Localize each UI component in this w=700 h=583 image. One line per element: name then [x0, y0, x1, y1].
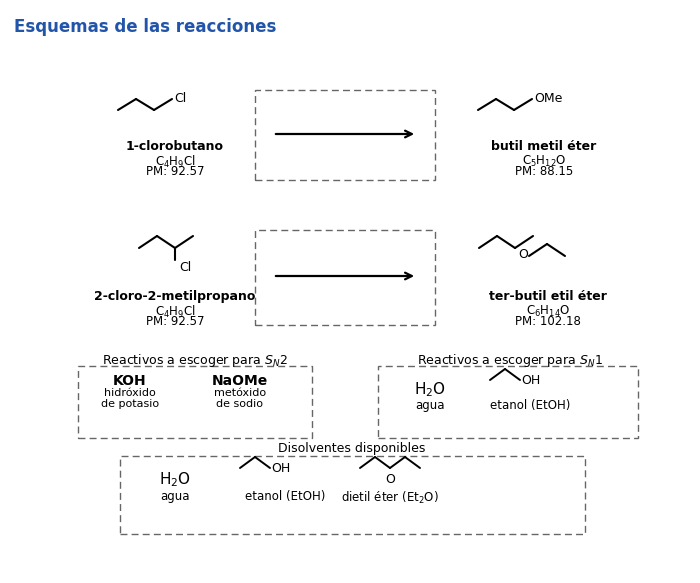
Text: ter-butil etil éter: ter-butil etil éter	[489, 290, 607, 303]
Text: KOH: KOH	[113, 374, 147, 388]
Text: agua: agua	[415, 399, 444, 412]
Text: Reactivos a escoger para $S_N$2: Reactivos a escoger para $S_N$2	[102, 352, 288, 369]
Text: Reactivos a escoger para $S_N$1: Reactivos a escoger para $S_N$1	[417, 352, 603, 369]
Text: de potasio: de potasio	[101, 399, 159, 409]
Bar	[78, 366, 312, 438]
Text: O: O	[518, 248, 528, 262]
Text: NaOMe: NaOMe	[212, 374, 268, 388]
Text: dietil éter (Et$_2$O): dietil éter (Et$_2$O)	[341, 490, 439, 506]
Bar	[255, 90, 435, 180]
Text: 1-clorobutano: 1-clorobutano	[126, 140, 224, 153]
Text: PM: 88.15: PM: 88.15	[515, 165, 573, 178]
Text: PM: 102.18: PM: 102.18	[515, 315, 581, 328]
Bar	[255, 230, 435, 325]
Text: Disolventes disponibles: Disolventes disponibles	[279, 442, 426, 455]
Text: butil metil éter: butil metil éter	[491, 140, 596, 153]
Text: PM: 92.57: PM: 92.57	[146, 315, 204, 328]
Text: C$_4$H$_9$Cl: C$_4$H$_9$Cl	[155, 154, 195, 170]
Text: etanol (EtOH): etanol (EtOH)	[490, 399, 570, 412]
Text: hidróxido: hidróxido	[104, 388, 156, 398]
Text: 2-cloro-2-metilpropano: 2-cloro-2-metilpropano	[94, 290, 256, 303]
Bar	[120, 456, 585, 534]
Text: O: O	[385, 473, 395, 486]
Bar	[378, 366, 638, 438]
Text: C$_5$H$_{12}$O: C$_5$H$_{12}$O	[522, 154, 566, 169]
Text: C$_4$H$_9$Cl: C$_4$H$_9$Cl	[155, 304, 195, 320]
Text: H$_2$O: H$_2$O	[414, 380, 446, 399]
Text: etanol (EtOH): etanol (EtOH)	[245, 490, 326, 503]
Text: C$_6$H$_{14}$O: C$_6$H$_{14}$O	[526, 304, 570, 319]
Text: agua: agua	[160, 490, 190, 503]
Text: metóxido: metóxido	[214, 388, 266, 398]
Text: Cl: Cl	[174, 93, 186, 106]
Text: OMe: OMe	[534, 93, 562, 106]
Text: PM: 92.57: PM: 92.57	[146, 165, 204, 178]
Text: H$_2$O: H$_2$O	[159, 470, 191, 489]
Text: Cl: Cl	[179, 261, 191, 274]
Text: Esquemas de las reacciones: Esquemas de las reacciones	[14, 18, 276, 36]
Text: OH: OH	[271, 462, 290, 475]
Text: de sodio: de sodio	[216, 399, 263, 409]
Text: OH: OH	[521, 374, 540, 387]
